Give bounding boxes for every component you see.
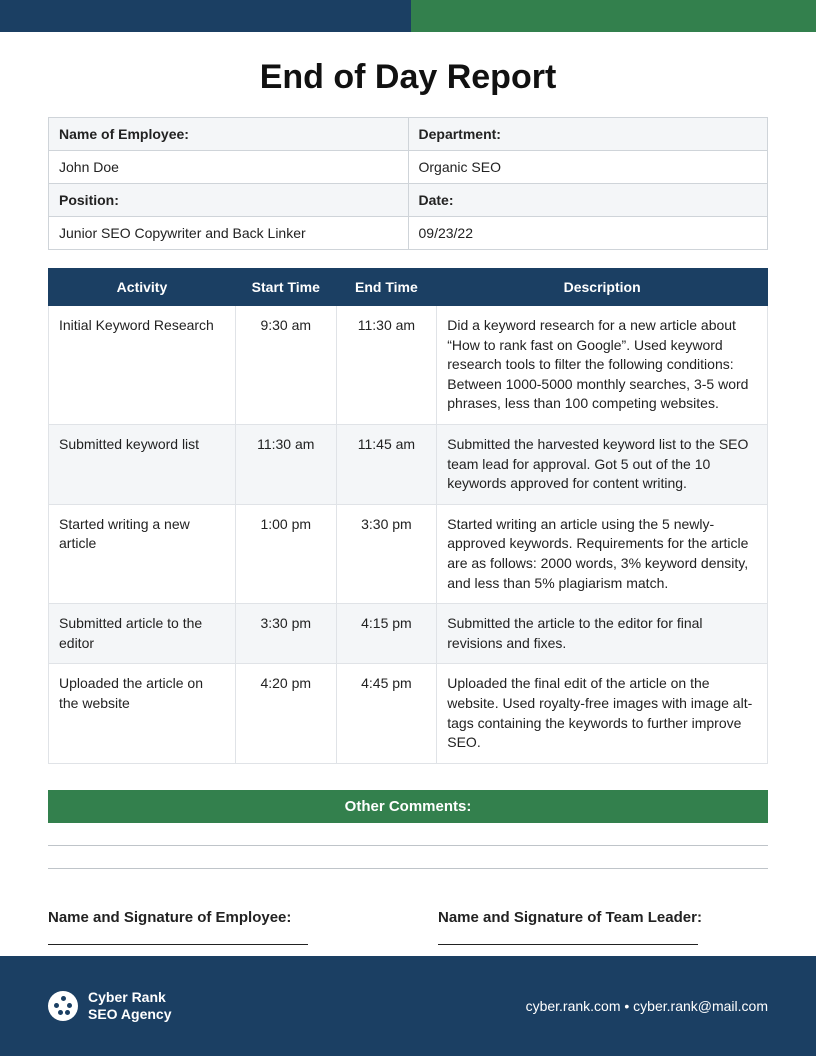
start-cell: 11:30 am (235, 424, 336, 504)
activity-cell: Submitted article to the editor (49, 604, 236, 664)
end-cell: 4:15 pm (336, 604, 437, 664)
employee-signature-line (48, 944, 308, 945)
table-row: Uploaded the article on the website 4:20… (49, 664, 768, 763)
start-cell: 1:00 pm (235, 504, 336, 603)
top-accent-navy (0, 0, 411, 32)
table-row: Started writing a new article 1:00 pm 3:… (49, 504, 768, 603)
page-title: End of Day Report (48, 58, 768, 97)
employee-name-label: Name of Employee: (49, 118, 409, 151)
col-header-activity: Activity (49, 269, 236, 306)
brand-line-2: SEO Agency (88, 1006, 172, 1023)
leader-signature-label: Name and Signature of Team Leader: (438, 909, 768, 926)
page-content: End of Day Report Name of Employee: Depa… (0, 32, 816, 945)
end-cell: 4:45 pm (336, 664, 437, 763)
employee-signature-block: Name and Signature of Employee: (48, 909, 378, 945)
department-value: Organic SEO (408, 151, 768, 184)
activity-cell: Initial Keyword Research (49, 306, 236, 425)
col-header-end: End Time (336, 269, 437, 306)
position-label: Position: (49, 184, 409, 217)
start-cell: 9:30 am (235, 306, 336, 425)
description-cell: Started writing an article using the 5 n… (437, 504, 768, 603)
description-cell: Submitted the article to the editor for … (437, 604, 768, 664)
position-value: Junior SEO Copywriter and Back Linker (49, 217, 409, 250)
start-cell: 4:20 pm (235, 664, 336, 763)
footer-brand-text: Cyber Rank SEO Agency (88, 989, 172, 1023)
end-cell: 11:45 am (336, 424, 437, 504)
description-cell: Uploaded the final edit of the article o… (437, 664, 768, 763)
description-cell: Submitted the harvested keyword list to … (437, 424, 768, 504)
comments-header: Other Comments: (48, 790, 768, 823)
leader-signature-block: Name and Signature of Team Leader: (438, 909, 768, 945)
signature-row: Name and Signature of Employee: Name and… (48, 909, 768, 945)
activities-table: Activity Start Time End Time Description… (48, 268, 768, 764)
date-label: Date: (408, 184, 768, 217)
brand-line-1: Cyber Rank (88, 989, 172, 1006)
top-accent-green (411, 0, 816, 32)
activity-cell: Started writing a new article (49, 504, 236, 603)
col-header-start: Start Time (235, 269, 336, 306)
footer-contact: cyber.rank.com • cyber.rank@mail.com (526, 998, 768, 1014)
description-cell: Did a keyword research for a new article… (437, 306, 768, 425)
end-cell: 3:30 pm (336, 504, 437, 603)
table-row: Initial Keyword Research 9:30 am 11:30 a… (49, 306, 768, 425)
activity-cell: Uploaded the article on the website (49, 664, 236, 763)
table-row: Submitted keyword list 11:30 am 11:45 am… (49, 424, 768, 504)
footer-brand: Cyber Rank SEO Agency (48, 989, 172, 1023)
employee-info-table: Name of Employee: Department: John Doe O… (48, 117, 768, 250)
leader-signature-line (438, 944, 698, 945)
department-label: Department: (408, 118, 768, 151)
page-footer: Cyber Rank SEO Agency cyber.rank.com • c… (0, 956, 816, 1056)
employee-name-value: John Doe (49, 151, 409, 184)
col-header-description: Description (437, 269, 768, 306)
palette-icon (48, 991, 78, 1021)
end-cell: 11:30 am (336, 306, 437, 425)
activity-cell: Submitted keyword list (49, 424, 236, 504)
start-cell: 3:30 pm (235, 604, 336, 664)
table-row: Submitted article to the editor 3:30 pm … (49, 604, 768, 664)
comments-line-2 (48, 868, 768, 869)
employee-signature-label: Name and Signature of Employee: (48, 909, 378, 926)
date-value: 09/23/22 (408, 217, 768, 250)
comments-line-1 (48, 845, 768, 846)
top-accent-bar (0, 0, 816, 32)
